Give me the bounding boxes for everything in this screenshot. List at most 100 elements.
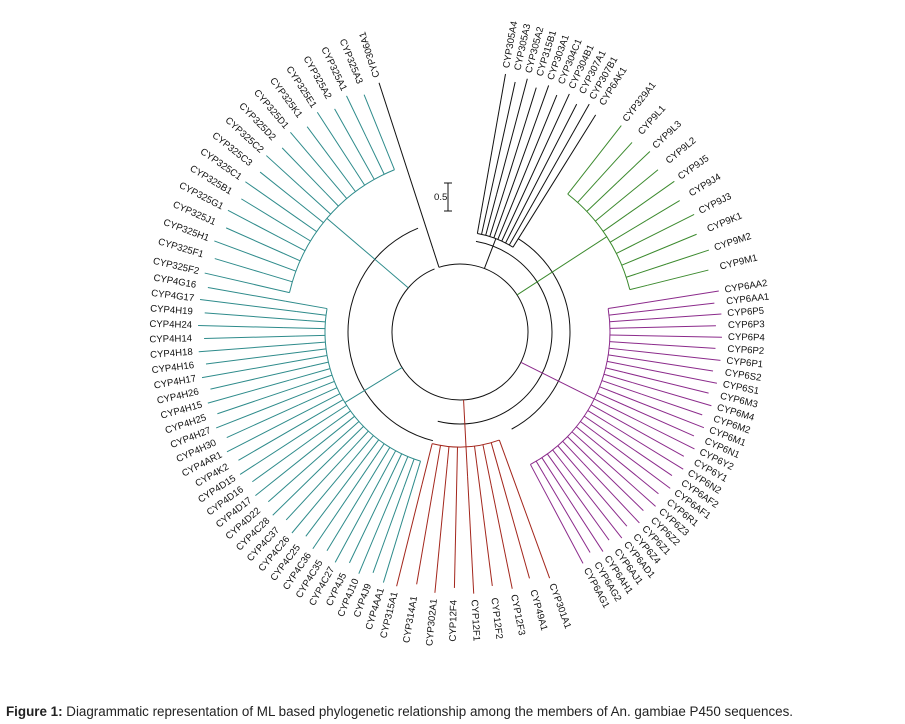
scale-bar: 0.5 xyxy=(434,182,452,212)
taxon-label: CYP4H16 xyxy=(151,360,195,376)
taxon-labels: CYP306A1 CYP305A4CYP305A3CYP305A2CYP315B1… xyxy=(149,20,770,647)
branch-CYP6AF2 xyxy=(583,415,620,441)
branch-CYP9L3 xyxy=(586,182,618,212)
leaf-branch-CYP4H25 xyxy=(217,384,304,415)
leaf-branch-CYP6AF2 xyxy=(618,439,673,476)
taxon-label: CYP4G17 xyxy=(151,288,195,304)
branch-CYP325E1 xyxy=(354,169,366,186)
branch-CYP9J5 xyxy=(602,213,628,232)
leaf-branch-CYP325B1 xyxy=(241,198,275,220)
leaf-branch-CYP4H24 xyxy=(198,325,284,329)
branch-CYP6M4 xyxy=(603,373,633,384)
leaf-branch-CYP325F1 xyxy=(214,258,264,274)
branch-CYP12F2 xyxy=(474,446,478,464)
branch-CYP6M3 xyxy=(605,367,624,373)
leaf-branch-CYP6P5 xyxy=(651,313,722,320)
branch-CYP4H19 xyxy=(307,320,326,323)
branch-CYP9L1 xyxy=(577,179,599,203)
leaf-branch-CYP6Y2 xyxy=(631,417,695,450)
branch-CYP9M2 xyxy=(626,263,667,278)
stem-mito xyxy=(483,238,497,269)
leaf-branch-CYP4J10 xyxy=(358,495,393,574)
leaf-branch-CYP325D2 xyxy=(281,147,327,194)
branch-CYP12F4 xyxy=(456,446,458,489)
leaf-branch-CYP4H19 xyxy=(204,312,308,322)
branch-CYP6Z4 xyxy=(557,445,586,478)
branch-CYP4G16 xyxy=(285,300,328,310)
leaf-branch-CYP4J5 xyxy=(348,469,395,564)
branch-CYP4H25 xyxy=(303,374,333,386)
leaf-branch-CYP4D15 xyxy=(239,427,312,475)
leaf-branch-CYP9L2 xyxy=(608,169,659,211)
leaf-branch-CYP6Z4 xyxy=(584,477,628,527)
branch-CYP307B1 xyxy=(508,208,531,246)
branch-CYP4K2 xyxy=(327,399,344,410)
leaf-branch-CYP306A1 xyxy=(378,82,434,249)
figure-caption: Figure 1: Diagrammatic representation of… xyxy=(6,704,901,719)
taxon-label: CYP6AA1 xyxy=(726,292,770,308)
leaf-branch-CYP325C1 xyxy=(245,181,303,222)
branch-CYP6Y2 xyxy=(594,398,633,419)
leaf-branch-CYP4C27 xyxy=(334,476,382,563)
leaf-branch-CYP305A4 xyxy=(479,73,506,216)
clade-arc-cyp9 xyxy=(567,193,631,290)
taxon-label: CYP314A1 xyxy=(401,595,420,644)
branch-CYP4D22 xyxy=(327,421,360,450)
leaf-branch-CYP9J4 xyxy=(645,200,680,222)
leaf-branch-CYP4C37 xyxy=(285,443,357,521)
branch-CYP325B1 xyxy=(274,218,311,242)
leaf-branch-CYP9M1 xyxy=(647,269,709,286)
leaf-branch-CYP4D22 xyxy=(267,448,328,503)
leaf-branch-CYP4H18 xyxy=(198,343,308,353)
branch-CYP6S2 xyxy=(608,354,638,360)
leaf-branch-CYP6M2 xyxy=(641,393,703,416)
leaf-branch-CYP6AF1 xyxy=(594,431,671,489)
leaf-branch-CYP4C28 xyxy=(272,447,343,516)
leaf-branch-CYP6AA1 xyxy=(638,302,715,313)
branch-CYP6Z2 xyxy=(567,436,581,450)
branch-CYP325A1 xyxy=(365,136,385,175)
branch-CYP4H16 xyxy=(284,348,327,355)
leaf-branch-CYP301A1 xyxy=(505,456,551,579)
taxon-label: CYP6P5 xyxy=(727,306,764,319)
taxon-label: CYP12F1 xyxy=(469,599,482,641)
branch-CYP6P2 xyxy=(609,341,652,345)
leaf-branch-CYP4AA1 xyxy=(382,478,416,583)
branch-CYP4H27 xyxy=(317,380,335,389)
branch-CYP4H26 xyxy=(310,361,329,367)
branch-CYP325F2 xyxy=(271,288,290,294)
branch-CYP329A1 xyxy=(567,179,580,195)
branch-CYP6M1 xyxy=(599,386,617,394)
branch-CYP4C25 xyxy=(360,439,380,465)
branch-CYP306A1 xyxy=(432,248,439,266)
branch-CYP9J3 xyxy=(616,244,633,254)
leaf-branch-CYP4AR1 xyxy=(226,406,314,453)
branch-CYP325A3 xyxy=(387,152,395,170)
branch-CYP303A1 xyxy=(493,209,505,239)
leaf-branch-CYP6AK1 xyxy=(522,114,597,233)
branch-CYP4C28 xyxy=(341,426,364,448)
leaf-branch-CYP6P4 xyxy=(639,335,722,338)
leaf-branch-CYP4H15 xyxy=(207,379,290,404)
leaf-branch-CYP4H27 xyxy=(216,387,318,429)
branch-CYP325G1 xyxy=(278,236,306,252)
tree-branches xyxy=(198,73,722,594)
branch-CYP325D2 xyxy=(325,192,339,207)
stem-root-outgroup xyxy=(437,265,440,268)
clade-arc-cyp4 xyxy=(324,308,421,462)
leaf-branch-CYP6P3 xyxy=(627,325,716,329)
branch-CYP6AG2 xyxy=(535,460,546,477)
leaf-branch-CYP4K2 xyxy=(238,408,328,461)
branch-CYP6AH1 xyxy=(541,457,566,494)
taxon-label: CYP6P1 xyxy=(726,356,764,371)
branch-CYP9M1 xyxy=(629,284,648,291)
leaf-branch-CYP325A2 xyxy=(334,108,361,154)
branch-CYP6Z1 xyxy=(562,440,584,464)
taxon-label: CYP12F2 xyxy=(488,597,504,640)
leaf-branch-CYP9L1 xyxy=(597,142,633,181)
branch-CYP315A1 xyxy=(421,443,433,485)
branch-CYP4H30 xyxy=(298,387,338,406)
branch-CYP9J4 xyxy=(609,220,647,243)
leaf-branch-CYP4D16 xyxy=(252,428,327,483)
branch-CYP6P4 xyxy=(609,334,640,337)
